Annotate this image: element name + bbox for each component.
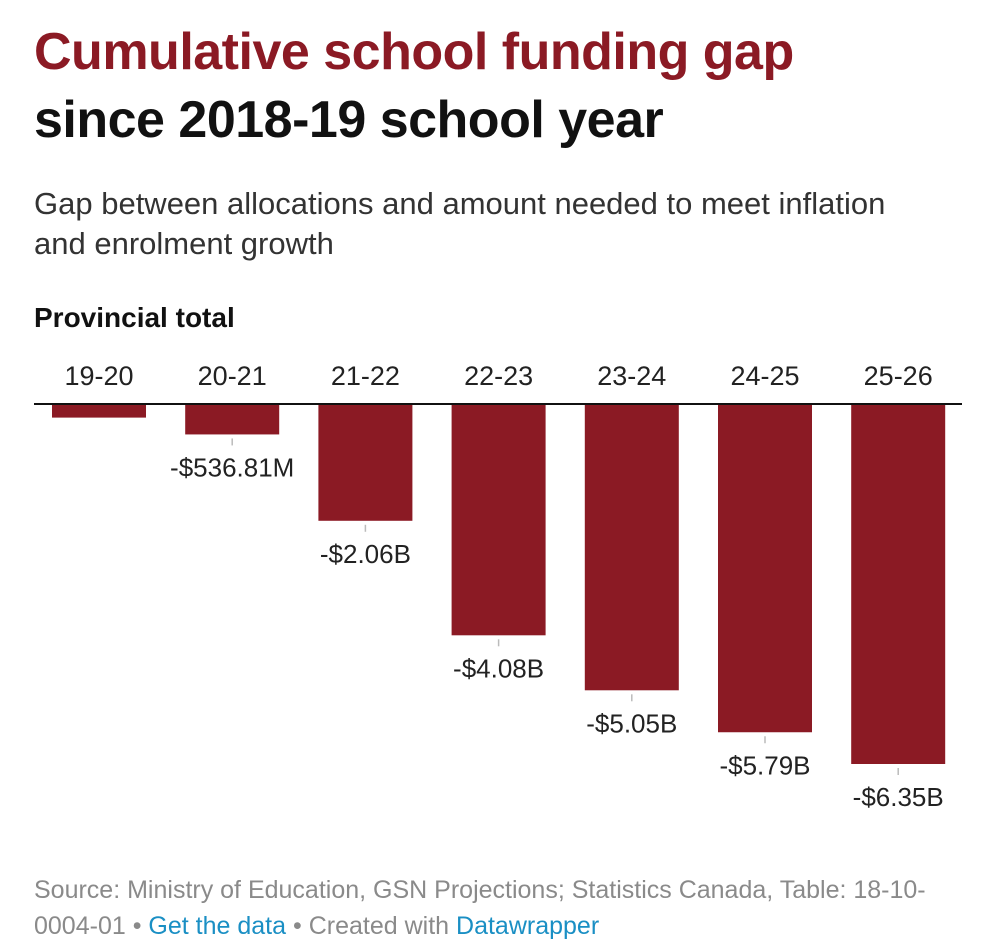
footer-separator: • [132, 912, 142, 940]
chart-title-line2: since 2018-19 school year [34, 91, 664, 149]
created-with-text: Created with [308, 912, 450, 940]
bar [318, 404, 413, 521]
footer-separator: • [292, 912, 302, 940]
datawrapper-link[interactable]: Datawrapper [456, 912, 600, 940]
x-tick-label: 22-23 [464, 361, 533, 391]
bar [718, 404, 812, 733]
bar [451, 404, 546, 636]
get-the-data-link[interactable]: Get the data [148, 912, 287, 940]
bar [851, 404, 946, 764]
data-label: -$5.05B [586, 708, 677, 738]
footer: Source: Ministry of Education, GSN Proje… [34, 872, 964, 944]
bar [584, 404, 679, 691]
data-label: -$6.35B [853, 782, 944, 812]
data-label: -$5.79B [719, 750, 810, 780]
x-tick-label: 25-26 [864, 361, 933, 391]
x-tick-label: 23-24 [597, 361, 666, 391]
x-tick-label: 19-20 [64, 361, 133, 391]
source-note: Source: Ministry of Education, GSN Proje… [34, 876, 926, 940]
data-label: -$4.08B [453, 653, 544, 683]
bar-chart: 19-20 20-21 -$536.81M 21-22 -$2.06B 22-23 -$4.… [34, 361, 962, 812]
data-label: -$536.81M [170, 452, 294, 482]
bar [185, 404, 280, 435]
data-label: -$2.06B [320, 539, 411, 569]
section-label: Provincial total [34, 302, 235, 333]
x-tick-label: 20-21 [198, 361, 267, 391]
x-tick-label: 24-25 [730, 361, 799, 391]
x-tick-label: 21-22 [331, 361, 400, 391]
chart-subtitle: Gap between allocations and amount neede… [34, 186, 886, 261]
bar [52, 404, 146, 418]
chart-title-line1: Cumulative school funding gap [34, 23, 794, 81]
